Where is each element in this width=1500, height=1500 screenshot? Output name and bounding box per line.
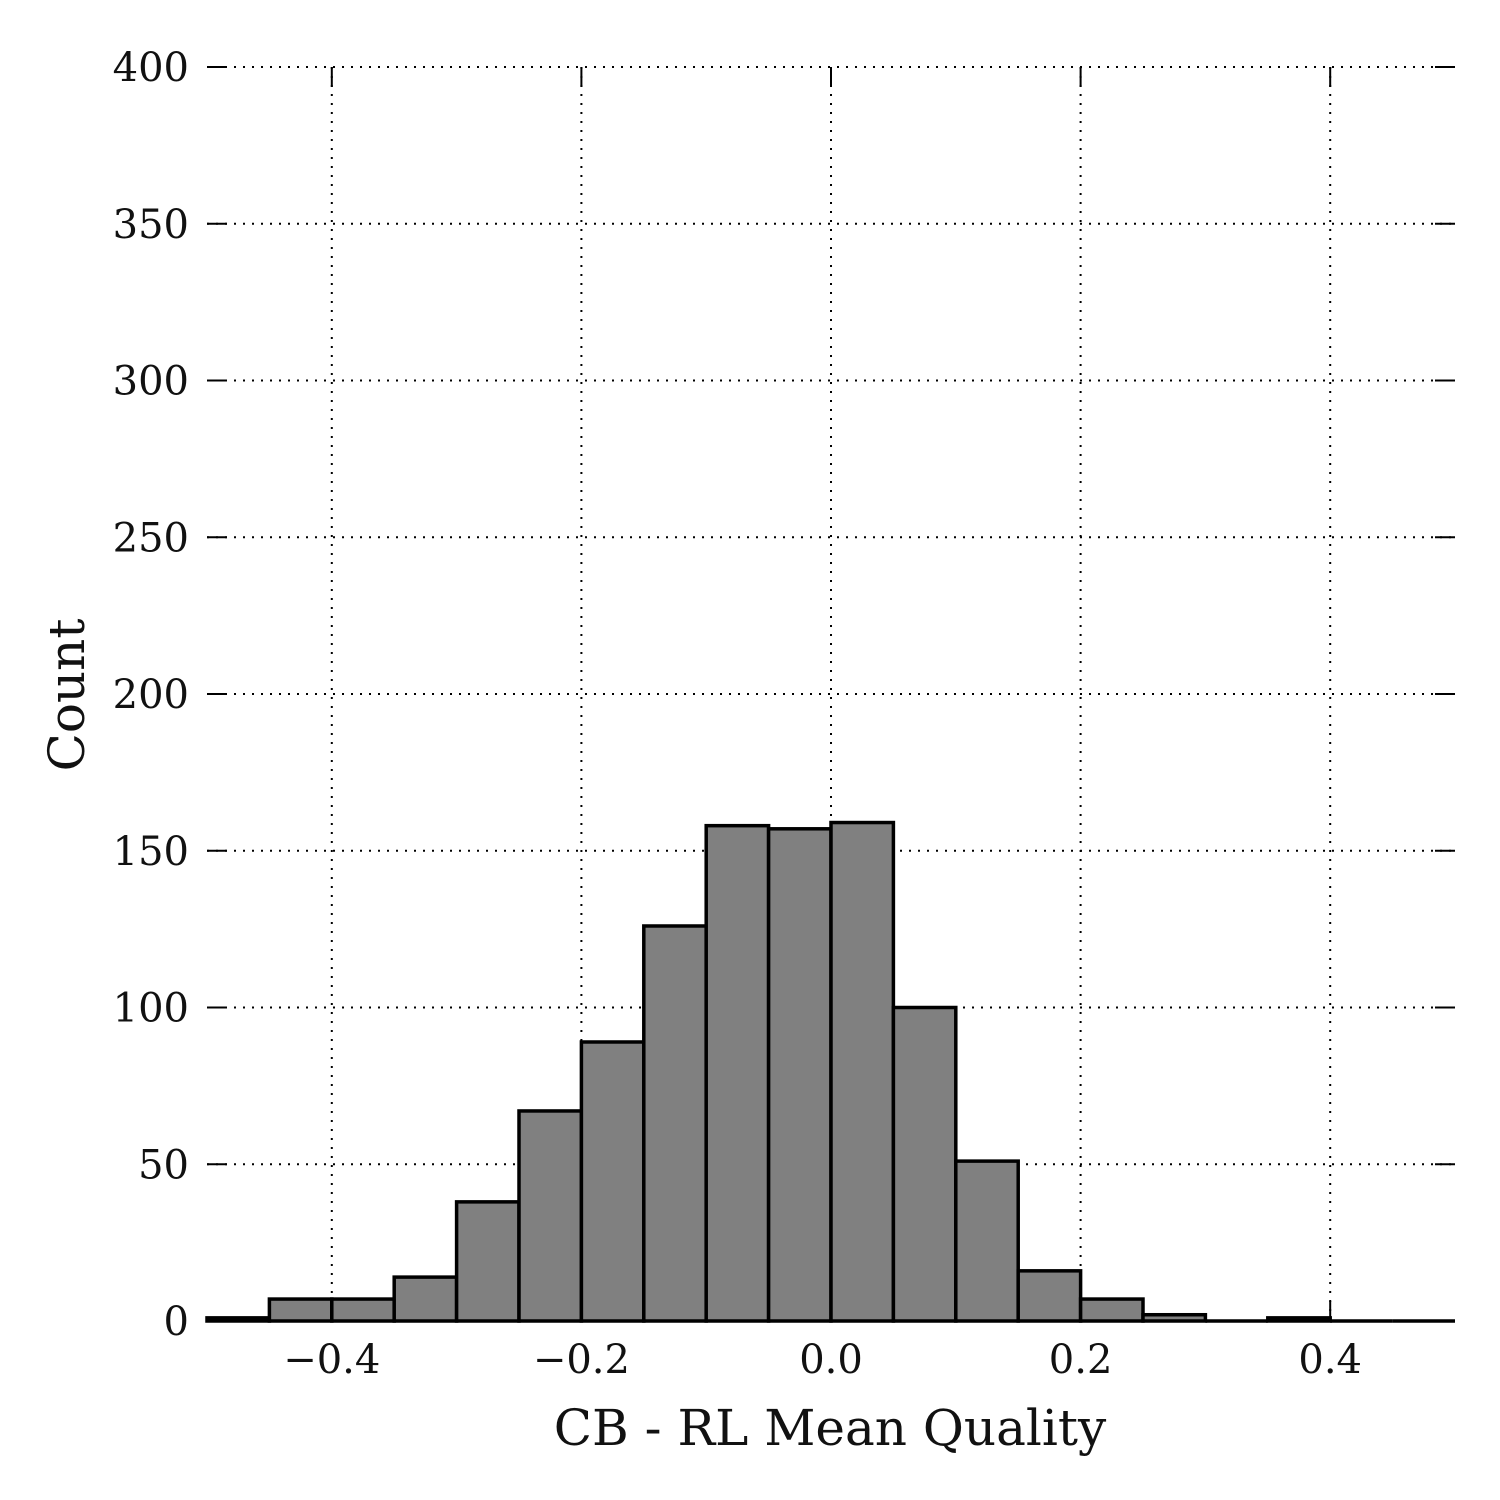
ticks-layer	[207, 66, 1455, 1322]
tick-labels-layer: 0 50 100 150 200 250 300 350 400 −0.4 −0.2 0.0 0.2 0.…	[113, 45, 1362, 1383]
histogram-bar	[704, 823, 771, 1323]
x-tick-label: 0.0	[799, 1337, 863, 1383]
histogram-bar	[579, 1040, 646, 1323]
y-tick-label: 100	[113, 986, 189, 1032]
histogram-bar	[267, 1297, 334, 1323]
grid-layer	[207, 66, 1455, 1322]
y-tick-label: 200	[113, 672, 189, 718]
histogram-bar	[517, 1109, 584, 1323]
histogram-bar	[1078, 1297, 1145, 1323]
x-tick-label: 0.2	[1049, 1337, 1113, 1383]
x-tick-label: −0.4	[283, 1337, 380, 1383]
histogram-bar	[1266, 1316, 1332, 1323]
x-axis-label: CB - RL Mean Quality	[554, 1399, 1107, 1457]
x-tick-label: −0.2	[533, 1337, 630, 1383]
x-tick-label: 0.4	[1298, 1337, 1362, 1383]
y-tick-label: 400	[113, 45, 189, 91]
y-tick-label: 250	[113, 515, 189, 561]
histogram-bar	[1141, 1312, 1208, 1323]
histogram-bar	[954, 1159, 1020, 1323]
bars-layer	[205, 820, 1455, 1323]
histogram-bar	[766, 827, 833, 1323]
histogram-bar	[891, 1005, 958, 1323]
y-tick-label: 350	[113, 202, 189, 248]
histogram-bar	[642, 924, 708, 1323]
y-tick-label: 50	[138, 1142, 189, 1188]
histogram-bar	[330, 1297, 396, 1323]
y-tick-label: 0	[164, 1299, 189, 1345]
histogram-bar	[454, 1200, 521, 1323]
histogram-bar	[392, 1275, 459, 1323]
y-axis-label: Count	[38, 619, 96, 772]
histogram-bar	[829, 820, 896, 1323]
y-tick-label: 150	[113, 829, 189, 875]
y-tick-label: 300	[113, 359, 189, 405]
histogram-bar	[1016, 1269, 1083, 1323]
